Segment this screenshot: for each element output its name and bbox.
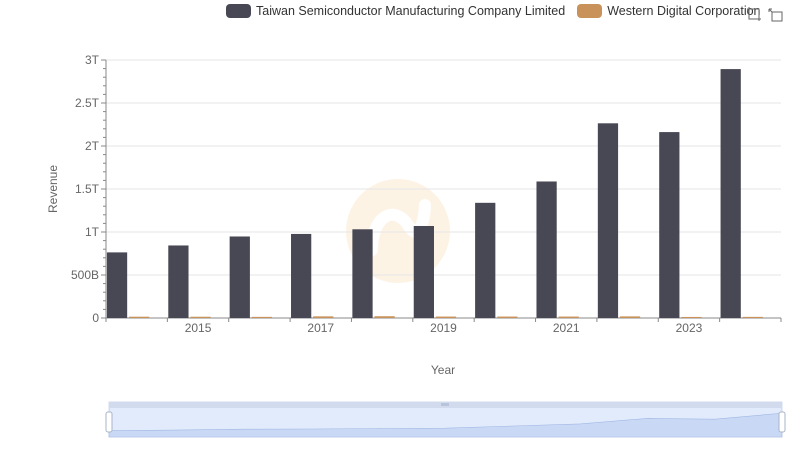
bar-tsmc-2015[interactable]	[168, 245, 189, 318]
bar-wdc-2022[interactable]	[619, 316, 641, 318]
y-tick-label: 3T	[85, 53, 100, 67]
bar-tsmc-2019[interactable]	[413, 225, 434, 318]
x-tick-label: 2017	[307, 321, 334, 335]
bar-tsmc-2014[interactable]	[106, 252, 128, 318]
zoom-handle-left[interactable]	[105, 411, 113, 433]
legend-item-tsmc[interactable]: Taiwan Semiconductor Manufacturing Compa…	[226, 4, 565, 18]
bar-tsmc-2024[interactable]	[720, 69, 741, 318]
legend-label-wdc: Western Digital Corporation	[607, 4, 761, 18]
x-tick-label: 2023	[676, 321, 703, 335]
bar-wdc-2015[interactable]	[190, 316, 211, 318]
y-tick-label: 500B	[71, 268, 99, 282]
bar-tsmc-2021[interactable]	[536, 181, 557, 318]
restore-icon[interactable]	[768, 6, 784, 22]
bar-tsmc-2016[interactable]	[229, 236, 250, 318]
x-tick-label: 2015	[185, 321, 212, 335]
zoom-handle-right[interactable]	[778, 411, 786, 433]
bar-wdc-2016[interactable]	[251, 316, 272, 318]
y-tick-label: 1.5T	[75, 182, 100, 196]
y-axis-label: Revenue	[46, 165, 60, 213]
bar-tsmc-2022[interactable]	[597, 123, 619, 319]
legend-label-tsmc: Taiwan Semiconductor Manufacturing Compa…	[256, 4, 566, 18]
legend-swatch-tsmc	[226, 4, 251, 18]
y-tick-label: 2.5T	[75, 96, 100, 110]
bar-tsmc-2018[interactable]	[352, 229, 373, 318]
bar-wdc-2017[interactable]	[313, 316, 334, 318]
chart-toolbox	[746, 6, 784, 22]
bar-wdc-2018[interactable]	[374, 316, 395, 318]
x-tick-label: 2019	[430, 321, 457, 335]
bars	[106, 69, 763, 319]
bar-wdc-2021[interactable]	[558, 316, 579, 318]
x-axis-label: Year	[431, 363, 455, 377]
bar-tsmc-2017[interactable]	[291, 233, 312, 318]
zoom-preview-area	[108, 412, 783, 438]
bar-tsmc-2020[interactable]	[475, 202, 496, 318]
bar-wdc-2020[interactable]	[497, 316, 518, 318]
legend-swatch-wdc	[577, 4, 603, 18]
bar-tsmc-2023[interactable]	[659, 132, 680, 318]
bar-wdc-2023[interactable]	[681, 316, 702, 318]
bar-wdc-2024[interactable]	[742, 316, 763, 318]
data-zoom-slider[interactable]	[105, 401, 786, 438]
axes: 0 500B 1T 1.5T 2T 2.5T 3T 2015 2017 2019 2021 2023	[71, 53, 782, 335]
x-tick-label: 2021	[553, 321, 580, 335]
y-tick-label: 2T	[85, 139, 100, 153]
bar-wdc-2019[interactable]	[435, 316, 457, 318]
y-tick-label: 1T	[85, 225, 100, 239]
bar-wdc-2014[interactable]	[129, 316, 150, 318]
legend-item-wdc[interactable]: Western Digital Corporation	[577, 4, 761, 18]
y-tick-label: 0	[92, 311, 99, 325]
zoom-selection[interactable]	[109, 408, 782, 437]
zoom-icon[interactable]	[746, 6, 762, 22]
chart-legend: Taiwan Semiconductor Manufacturing Compa…	[226, 4, 773, 18]
zoom-drag-grip[interactable]	[441, 403, 449, 406]
